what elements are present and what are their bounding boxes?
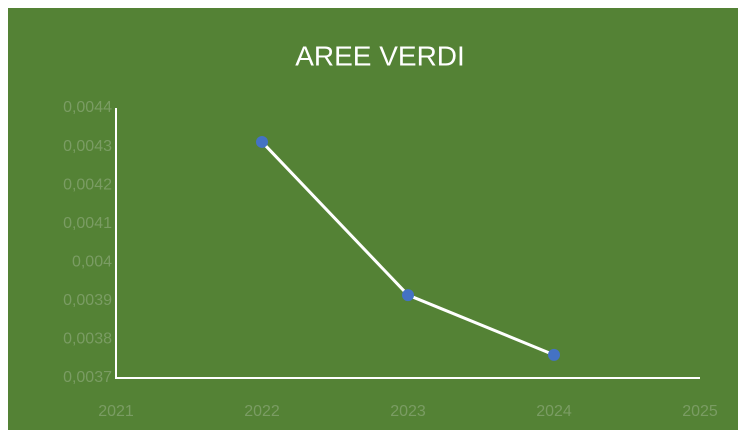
y-tick-label: 0,004: [72, 254, 112, 271]
y-tick-label: 0,0042: [63, 176, 112, 193]
x-tick-label: 2023: [390, 403, 426, 420]
x-tick-label: 2022: [244, 403, 280, 420]
y-tick-label: 0,0037: [63, 369, 112, 386]
x-tick-label: 2025: [682, 403, 718, 420]
x-tick-label: 2021: [98, 403, 134, 420]
chart-background: [8, 8, 738, 430]
y-tick-label: 0,0041: [63, 215, 112, 232]
marker: [548, 348, 560, 361]
y-tick-label: 0,0043: [63, 138, 112, 155]
chart-title: AREE VERDI: [295, 40, 465, 71]
marker: [256, 135, 268, 148]
y-tick-label: 0,0044: [63, 99, 112, 116]
marker: [402, 289, 414, 302]
y-tick-label: 0,0038: [63, 331, 112, 348]
x-tick-label: 2024: [536, 403, 572, 420]
y-tick-label: 0,0039: [63, 292, 112, 309]
